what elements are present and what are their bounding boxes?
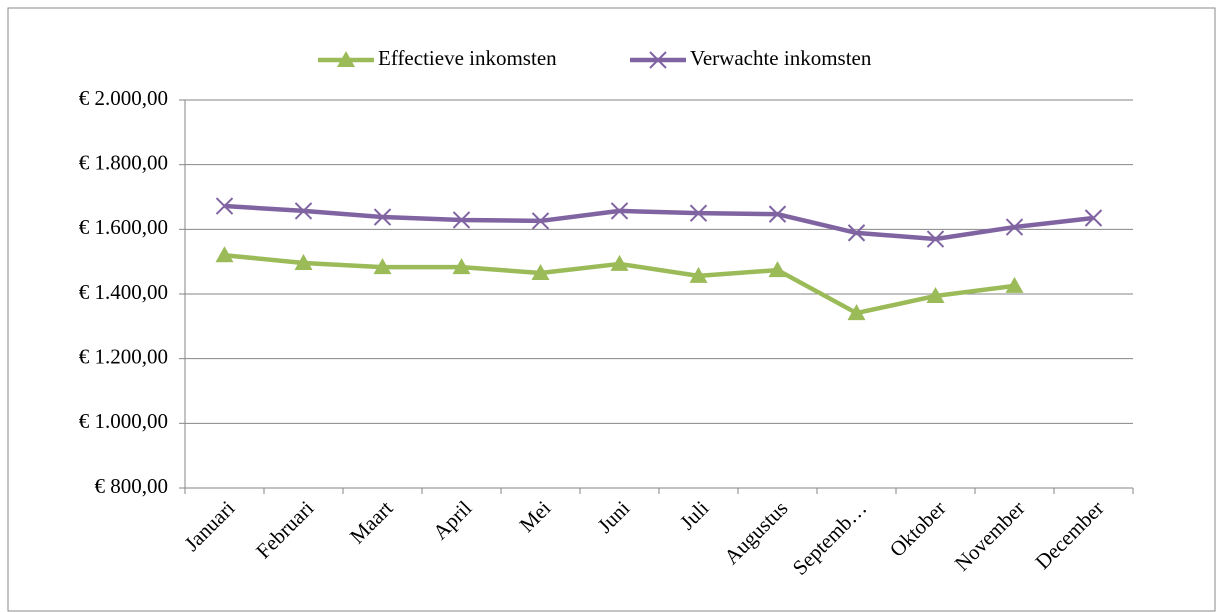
x-tick-label: November xyxy=(950,496,1030,576)
x-tick-label: Februari xyxy=(251,496,318,563)
x-tick-label: Augustus xyxy=(719,496,792,569)
legend-label: Effectieve inkomsten xyxy=(378,46,557,70)
point xyxy=(215,246,234,263)
series-line xyxy=(224,203,1094,242)
legend-label: Verwachte inkomsten xyxy=(690,46,872,70)
y-tick-label: € 1.200,00 xyxy=(79,344,168,368)
x-tick-label: Juni xyxy=(593,496,635,538)
point xyxy=(610,202,629,220)
point xyxy=(768,261,787,278)
point xyxy=(926,230,945,248)
point xyxy=(373,258,392,275)
x-tick-label: Maart xyxy=(345,496,398,549)
x-tick-label: Januari xyxy=(180,496,240,556)
y-tick-label: € 1.000,00 xyxy=(79,409,168,433)
point xyxy=(847,224,866,242)
point xyxy=(373,208,392,226)
point xyxy=(610,254,629,271)
point xyxy=(926,286,945,303)
x-tick-label: Juli xyxy=(675,496,714,535)
point xyxy=(1005,276,1024,293)
y-tick-label: € 1.400,00 xyxy=(79,280,168,304)
point xyxy=(531,263,550,280)
x-tick-label: Mei xyxy=(515,496,556,537)
point xyxy=(689,266,708,283)
point xyxy=(294,202,313,220)
point xyxy=(452,211,471,229)
point xyxy=(294,253,313,270)
y-tick-label: € 1.800,00 xyxy=(79,150,168,174)
point xyxy=(847,304,866,321)
point xyxy=(1084,209,1103,227)
point xyxy=(531,212,550,230)
point xyxy=(1005,218,1024,236)
point xyxy=(215,197,234,215)
point xyxy=(768,205,787,223)
point xyxy=(689,204,708,222)
y-tick-label: € 1.600,00 xyxy=(79,215,168,239)
y-tick-label: € 2.000,00 xyxy=(79,86,168,110)
y-tick-label: € 800,00 xyxy=(95,474,169,498)
point xyxy=(649,51,667,69)
x-tick-label: Septemb… xyxy=(788,496,872,580)
x-tick-label: April xyxy=(428,496,476,544)
point xyxy=(452,258,471,275)
x-tick-label: Oktober xyxy=(885,496,951,562)
x-tick-label: December xyxy=(1030,496,1108,574)
point xyxy=(337,51,355,67)
chart-frame xyxy=(7,7,1216,612)
